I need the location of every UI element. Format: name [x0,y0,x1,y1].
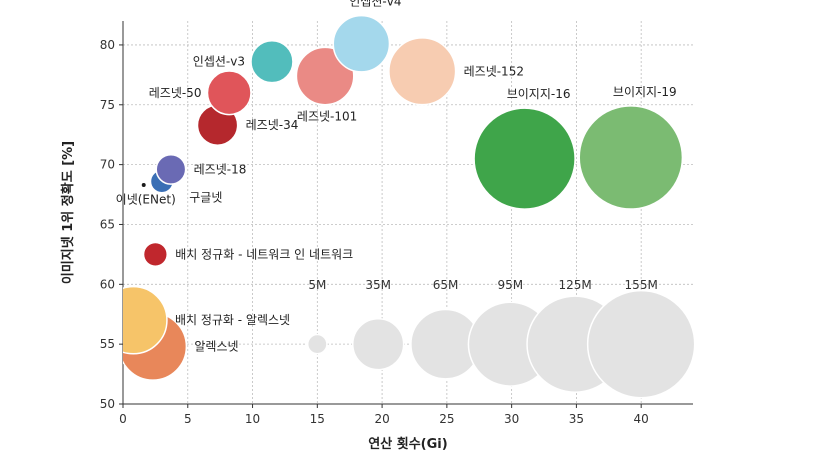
bubble-label: 레즈넷-152 [464,64,524,78]
y-tick-label: 70 [100,158,115,172]
bubble [123,285,168,355]
x-axis-title: 연산 횟수(Gi) [368,436,447,452]
y-tick-label: 75 [100,98,115,112]
bubble [332,14,391,73]
x-tick-label: 35 [569,412,584,426]
size-legend-label: 35M [365,278,391,292]
bubble-label: 구글넷 [189,190,222,204]
bubble [388,37,457,106]
bubble-label: 배치 정규화 - 네트워크 인 네트워크 [175,247,353,261]
size-legend-label: 65M [433,278,459,292]
y-tick-label: 55 [100,337,115,351]
bubble [473,107,576,210]
size-legend-bubble [586,289,696,399]
size-legend-bubble [352,317,405,371]
bubble [578,105,684,210]
size-legend-label: 95M [498,278,524,292]
bubble-label: 배치 정규화 - 알렉스넷 [175,313,290,327]
size-legend-bubble [306,333,328,355]
x-tick-label: 10 [245,412,260,426]
bubble [250,39,294,84]
bubble [206,70,252,116]
size-legend-label: 125M [558,278,591,292]
bubble-label: 인셉션-v3 [193,55,245,69]
bubble-label: 레즈넷-34 [246,118,299,132]
bubble-label: 레즈넷-18 [194,162,247,176]
bubble-label: 레즈넷-101 [297,110,357,124]
bubble [140,181,148,189]
x-tick-label: 0 [119,412,127,426]
y-tick-label: 50 [100,397,115,411]
y-axis-title: 이미지넷 1위 정확도 [%] [60,141,76,284]
y-tick-label: 80 [100,38,115,52]
y-tick-label: 65 [100,217,115,231]
y-tick-label: 60 [100,277,115,291]
x-tick-label: 15 [310,412,325,426]
bubble-label: 알렉스넷 [194,340,238,354]
bubble-label: 브이지지-19 [613,85,677,99]
axes: 0 5 10 15 20 25 30 35 40 50 55 60 65 70 75 80 [100,21,693,426]
bubble-label: 인셉션-v4 [349,0,401,9]
size-legend-label: 155M [625,278,658,292]
x-tick-label: 30 [504,412,519,426]
bubble-label: 이넷(ENet) [116,193,176,207]
bubble-label: 브이지지-16 [507,87,571,101]
size-legend: 5M 35M 65M 95M 125M 155M [306,278,696,399]
bubble [142,241,168,267]
x-tick-label: 25 [439,412,454,426]
x-tick-label: 5 [184,412,192,426]
x-tick-label: 40 [634,412,649,426]
size-legend-label: 5M [308,278,326,292]
bubbles [123,14,684,381]
x-tick-label: 20 [374,412,389,426]
bubble-label: 레즈넷-50 [149,86,202,100]
bubble-labels: 알렉스넷 배치 정규화 - 알렉스넷 배치 정규화 - 네트워크 인 네트워크 이넷(… [116,0,677,354]
bubble [155,153,187,185]
